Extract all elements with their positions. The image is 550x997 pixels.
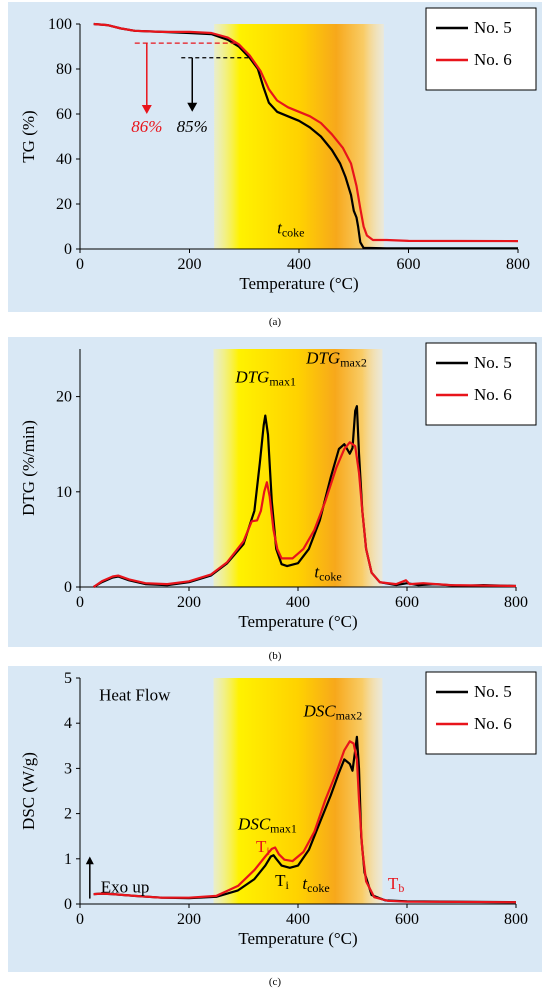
- legend-label: No. 5: [474, 18, 512, 37]
- x-axis-label: Temperature (°C): [238, 929, 357, 948]
- y-tick-label: 0: [64, 896, 72, 913]
- x-tick-label: 600: [397, 256, 421, 273]
- panel-c: 0 200 400 600 800 0 1 2 3 4 5 Temperature (°C) DSC (…: [8, 666, 542, 972]
- y-axis-label: DSC (W/g): [19, 752, 38, 830]
- annotation-86pct: 86%: [131, 117, 162, 136]
- caption-a: (a): [0, 316, 550, 328]
- x-tick-label: 800: [506, 256, 530, 273]
- dsc-chart: 0 200 400 600 800 0 1 2 3 4 5 Temperature (°C) DSC (…: [8, 666, 542, 972]
- y-tick-label: 1: [64, 851, 72, 868]
- tg-chart: 0 200 400 600 800 0 20 40 60 80 100 Temperature (°C…: [8, 2, 542, 312]
- x-tick-label: 600: [395, 911, 419, 928]
- annotation-exo-up: Exo up: [101, 878, 150, 897]
- y-tick-label: 80: [56, 61, 72, 78]
- x-tick-label: 200: [177, 594, 201, 611]
- y-tick-label: 0: [64, 579, 72, 596]
- legend: No. 5 No. 6: [426, 343, 536, 425]
- x-tick-label: 400: [287, 256, 311, 273]
- panel-a: 0 200 400 600 800 0 20 40 60 80 100 Temperature (°C…: [8, 2, 542, 312]
- panel-b: 0 200 400 600 800 0 10 20 Temperature (°C) DTG (%…: [8, 337, 542, 647]
- y-axis-label: TG (%): [19, 110, 38, 162]
- y-tick-label: 5: [64, 670, 72, 687]
- y-tick-label: 40: [56, 151, 72, 168]
- x-tick-label: 800: [504, 594, 528, 611]
- caption-b: (b): [0, 650, 550, 662]
- x-tick-label: 400: [286, 911, 310, 928]
- legend-label: No. 5: [474, 353, 512, 372]
- legend: No. 5 No. 6: [426, 672, 536, 754]
- annotation-heat-flow: Heat Flow: [99, 686, 171, 705]
- legend-label: No. 6: [474, 50, 512, 69]
- x-tick-label: 0: [76, 256, 84, 273]
- dtg-chart: 0 200 400 600 800 0 10 20 Temperature (°C) DTG (%…: [8, 337, 542, 647]
- y-tick-label: 4: [64, 715, 72, 732]
- caption-c: (c): [0, 976, 550, 988]
- y-axis-label: DTG (%/min): [19, 420, 38, 516]
- x-tick-label: 0: [76, 594, 84, 611]
- legend-label: No. 6: [474, 385, 512, 404]
- legend: No. 5 No. 6: [426, 8, 536, 90]
- y-tick-label: 3: [64, 760, 72, 777]
- y-tick-label: 2: [64, 806, 72, 823]
- legend-label: No. 6: [474, 714, 512, 733]
- y-tick-label: 20: [56, 389, 72, 406]
- annotation-85pct: 85%: [177, 117, 208, 136]
- y-tick-label: 10: [56, 484, 72, 501]
- legend-label: No. 5: [474, 682, 512, 701]
- y-tick-label: 20: [56, 196, 72, 213]
- y-tick-label: 60: [56, 106, 72, 123]
- x-tick-label: 400: [286, 594, 310, 611]
- x-tick-label: 600: [395, 594, 419, 611]
- x-tick-label: 0: [76, 911, 84, 928]
- y-tick-label: 0: [64, 241, 72, 258]
- x-tick-label: 200: [177, 911, 201, 928]
- x-axis-label: Temperature (°C): [238, 612, 357, 631]
- x-tick-label: 800: [504, 911, 528, 928]
- x-axis-label: Temperature (°C): [239, 274, 358, 293]
- x-tick-label: 200: [178, 256, 202, 273]
- y-tick-label: 100: [48, 16, 72, 33]
